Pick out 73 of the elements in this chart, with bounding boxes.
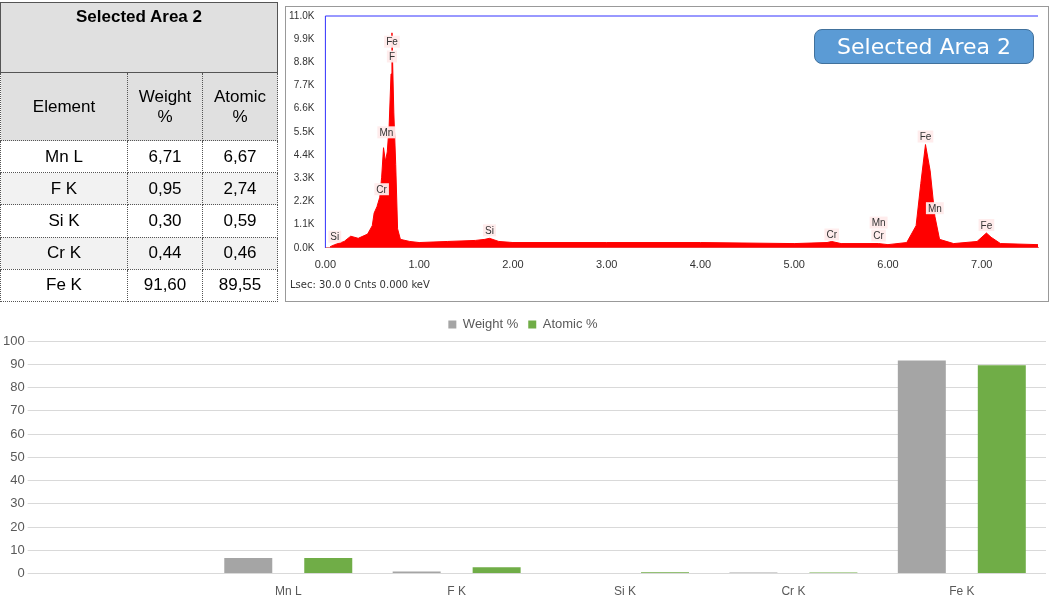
text: 2,74 <box>202 172 278 205</box>
annotation: Si <box>330 231 340 243</box>
text: 89,55 <box>202 269 278 302</box>
x-tick-label: Si K <box>614 584 637 599</box>
text: Selected Area 2 <box>0 2 278 73</box>
y-tick-label: 10 <box>10 541 25 557</box>
bar <box>977 365 1026 574</box>
x-tick-label: 6.00 <box>877 258 899 271</box>
text: Element <box>0 72 128 141</box>
x-tick-label: Fe K <box>949 584 975 599</box>
x-tick-label: 5.00 <box>783 258 805 271</box>
text: 0,44 <box>127 237 203 270</box>
bar <box>224 557 273 574</box>
y-tick-label: 30 <box>10 495 25 511</box>
x-tick-label: 0.00 <box>314 258 337 271</box>
y-tick-label: 40 <box>10 472 25 488</box>
text: Weight % <box>127 72 203 141</box>
x-tick-label: 1.00 <box>408 258 430 271</box>
text: Si K <box>0 204 128 238</box>
y-tick-label: 70 <box>10 402 25 418</box>
y-tick-label: 80 <box>10 379 25 395</box>
text: 0,59 <box>202 204 278 238</box>
y-tick-label: 0 <box>17 565 25 581</box>
y-tick-label: 8.8K <box>293 56 315 68</box>
text: 6,67 <box>202 140 278 173</box>
y-tick-label: 20 <box>10 518 25 534</box>
annotation: Mn <box>379 127 394 139</box>
text: Atomic % <box>202 72 278 141</box>
y-tick-label: 2.2K <box>293 195 315 207</box>
annotation: Mn <box>927 202 942 214</box>
text: Lsec: 30.0 0 Cnts 0.000 keV <box>290 279 430 290</box>
y-tick-label: 60 <box>10 425 25 441</box>
annotation: Fe <box>980 219 993 231</box>
x-tick-label: 7.00 <box>971 258 993 271</box>
x-tick-label: Mn L <box>274 584 302 599</box>
x-tick-label: Cr K <box>781 584 806 599</box>
legend-label: Atomic % <box>542 316 599 332</box>
bar <box>897 360 946 574</box>
legend-label: Weight % <box>462 316 519 332</box>
text: F K <box>0 172 128 205</box>
y-tick-label: 4.4K <box>293 148 315 160</box>
y-tick-label: 50 <box>10 448 25 464</box>
y-tick-label: 6.6K <box>293 102 315 114</box>
annotation: Mn <box>871 217 886 229</box>
y-tick-label: 1.1K <box>293 218 315 230</box>
x-tick-label: 4.00 <box>689 258 712 271</box>
y-tick-label: 7.7K <box>293 79 315 91</box>
annotation: Fe <box>919 131 932 143</box>
text: 0,95 <box>127 172 203 205</box>
y-tick-label: 3.3K <box>293 172 315 184</box>
annotation: Cr <box>873 230 885 242</box>
y-tick-label: 100 <box>2 332 25 348</box>
y-tick-label: 11.0K <box>289 9 315 21</box>
bar <box>304 558 353 574</box>
text: 0,30 <box>127 204 203 238</box>
text: 6,71 <box>127 140 203 173</box>
text: 91,60 <box>127 269 203 302</box>
y-tick-label: 5.5K <box>293 125 315 137</box>
annotation: Cr <box>376 183 388 195</box>
y-tick-label: 90 <box>10 355 25 371</box>
text: Mn L <box>0 140 128 173</box>
x-tick-label: 2.00 <box>502 258 524 271</box>
annotation: Cr <box>826 229 838 241</box>
annotation: Fe <box>386 36 399 48</box>
bar <box>472 567 521 574</box>
x-tick-label: 3.00 <box>595 258 618 271</box>
text: 0,46 <box>202 237 278 270</box>
y-tick-label: 9.9K <box>293 32 315 44</box>
annotation: Si <box>485 225 494 237</box>
annotation: F <box>388 51 396 63</box>
x-tick-label: F K <box>447 584 466 599</box>
y-tick-label: 0.0K <box>293 241 315 253</box>
annotation: Selected Area 2 <box>814 29 1034 64</box>
